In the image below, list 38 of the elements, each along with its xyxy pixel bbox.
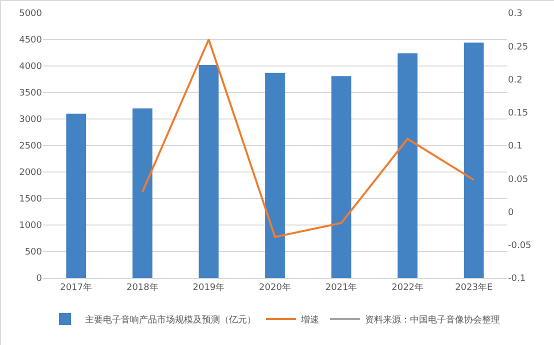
y-tick-label: 1500: [19, 194, 42, 205]
bar: [464, 42, 484, 278]
x-tick-label: 2019年: [192, 282, 225, 293]
y-tick-label: 4000: [19, 62, 42, 72]
y2-tick-label: 0.3: [508, 9, 522, 20]
y2-tick-label: 0.05: [508, 174, 528, 185]
y2-tick-label: 0.25: [508, 42, 528, 52]
x-tick-label: 2018年: [126, 282, 158, 293]
bar: [265, 72, 285, 278]
y-tick-label: 3000: [19, 115, 42, 126]
y-tick-label: 2500: [19, 142, 42, 152]
x-tick-label: 2022年: [392, 282, 424, 293]
bar: [198, 64, 219, 278]
y-tick-label: 500: [24, 248, 42, 258]
bar: [331, 76, 352, 278]
y-tick-label: 3500: [19, 88, 42, 99]
y-tick-label: 2000: [19, 168, 42, 178]
y2-tick-label: 0: [508, 208, 514, 218]
y2-tick-label: 0.2: [508, 75, 522, 86]
x-tick-label: 2021年: [325, 282, 358, 293]
bar: [398, 53, 418, 278]
legend-label: 资料来源：中国电子音像协会整理: [365, 314, 500, 325]
y2-tick-label: -0.1: [508, 274, 526, 284]
y-tick-label: 1000: [19, 221, 42, 232]
y2-tick-label: 0.15: [508, 108, 528, 119]
bar: [132, 108, 152, 278]
y-tick-label: 4500: [19, 36, 42, 46]
y2-tick-label: 0.1: [508, 142, 522, 152]
line-series: [141, 38, 475, 238]
x-tick-label: 2023年E: [455, 282, 493, 293]
x-tick-label: 2017年: [60, 282, 92, 293]
y2-tick-label: -0.05: [508, 241, 532, 252]
bar: [66, 114, 86, 278]
y-tick-label: 5000: [19, 9, 42, 20]
x-tick-label: 2020年: [259, 282, 291, 293]
legend-label: 主要电子音响产品市场规模及预测（亿元）: [85, 314, 256, 325]
legend-label: 增速: [300, 314, 319, 325]
y-tick-label: 0: [36, 274, 42, 284]
